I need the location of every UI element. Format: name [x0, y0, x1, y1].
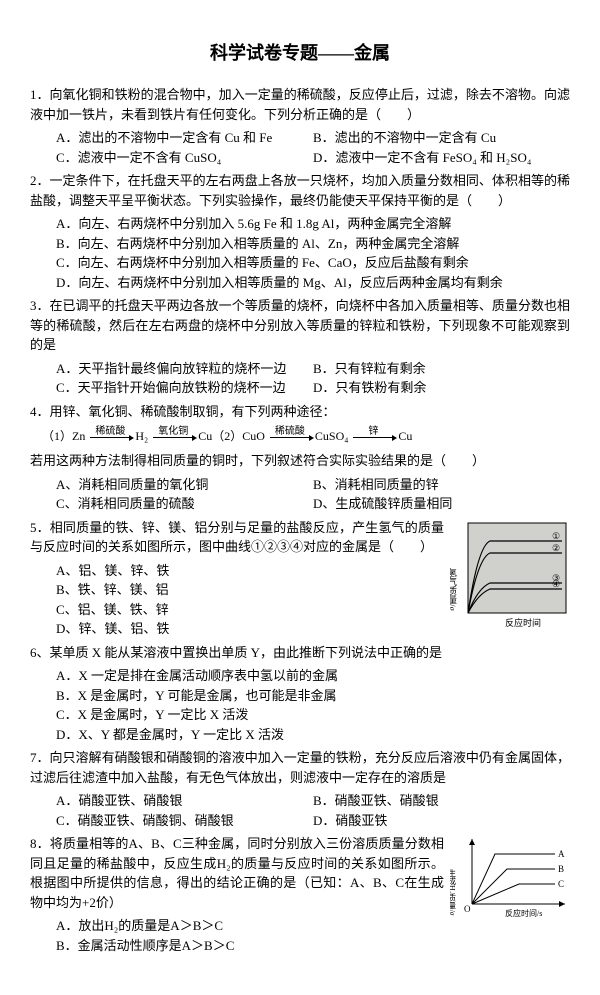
q2-d: D．向左、右两烧杯中分别加入相等质量的 Mg、Al，反应后两种金属均有剩余 — [56, 273, 570, 293]
q4-flow: （1）Zn 稀硫酸 H₂ 氧化铜 Cu（2）CuO 稀硫酸 CuSO₄ 锌 Cu — [42, 427, 570, 445]
q3-stem: 3．在已调平的托盘天平两边各放一个等质量的烧杯，向烧杯中各加入质量相等、质量分数… — [30, 296, 570, 355]
q4-a: A、消耗相同质量的氧化铜 — [56, 475, 313, 495]
q6-d: D．X、Y 都是金属时，Y 一定比 X 活泼 — [56, 725, 570, 745]
q8-chart: 生成H₂质量/g 反应时间/s O ABC — [450, 834, 570, 919]
flow-cu-cuo: Cu（2）CuO — [198, 429, 265, 443]
q6-stem: 6、某单质 X 能从某溶液中置换出单质 Y，由此推断下列说法中正确的是 — [30, 643, 570, 663]
q2-b: B．向左、右两烧杯中分别加入相等质量的 Al、Zn，两种金属完全溶解 — [56, 234, 570, 254]
q8-b: B．金属活动性顺序是A＞B＞C — [56, 936, 570, 956]
flow-lab1: 稀硫酸 — [90, 424, 130, 439]
q6-a: A．X 一定是排在金属活动顺序表中氢以前的金属 — [56, 666, 570, 686]
q3-d: D．只有铁粉有剩余 — [313, 378, 570, 398]
q1-c: C．滤液中一定不含有 CuSO₄ — [56, 148, 313, 168]
q3-c: C．天平指针开始偏向放铁粉的烧杯一边 — [56, 378, 313, 398]
q2-stem: 2．一定条件下，在托盘天平的左右两盘上各放一只烧杯，均加入质量分数相同、体积相等… — [30, 171, 570, 210]
flow-h2: H₂ — [135, 429, 148, 443]
q4-d: D、生成硫酸锌质量相同 — [313, 494, 570, 514]
flow-cuso4: CuSO₄ — [315, 429, 349, 443]
q4-b: B、消耗相同质量的锌 — [313, 475, 570, 495]
q1-d: D．滤液中一定不含有 FeSO₄ 和 H₂SO₄ — [313, 148, 570, 168]
q4-stem: 4．用锌、氧化铜、稀硫酸制取铜，有下列两种途径： — [30, 402, 570, 422]
svg-text:B: B — [558, 864, 564, 874]
q3-a: A．天平指针最终偏向放锌粒的烧杯一边 — [56, 359, 313, 379]
svg-text:①: ① — [552, 531, 560, 541]
svg-text:反应时间: 反应时间 — [505, 617, 541, 628]
q2-c: C．向左、右两烧杯中分别加入相等质量的 Fe、CaO，反应后盐酸有剩余 — [56, 253, 570, 273]
svg-text:O: O — [464, 904, 471, 914]
q7-d: D．硝酸亚铁 — [313, 811, 570, 831]
svg-text:反应时间/s: 反应时间/s — [505, 908, 542, 918]
q1-a: A．滤出的不溶物中一定含有 Cu 和 Fe — [56, 128, 313, 148]
q7-a: A．硝酸亚铁、硝酸银 — [56, 791, 313, 811]
q7-b: B．硝酸亚铁、硝酸银 — [313, 791, 570, 811]
q1-stem: 1．向氧化铜和铁粉的混合物中，加入一定量的稀硫酸，反应停止后，过滤，除去不溶物。… — [30, 85, 570, 124]
svg-text:④: ④ — [552, 579, 560, 589]
q1-b: B．滤出的不溶物中一定含有 Cu — [313, 128, 570, 148]
flow-cu: Cu — [398, 429, 412, 443]
q3-b: B．只有锌粒有剩余 — [313, 359, 570, 379]
q7-stem: 7．向只溶解有硝酸银和硝酸铜的溶液中加入一定量的铁粉，充分反应后溶液中仍有金属固… — [30, 748, 570, 787]
page-title: 科学试卷专题——金属 — [30, 40, 570, 67]
svg-text:生成H₂质量/g: 生成H₂质量/g — [450, 868, 457, 916]
q6-c: C．X 是金属时，Y 一定比 X 活泼 — [56, 705, 570, 725]
flow-lab3: 稀硫酸 — [270, 424, 310, 439]
flow-lab2: 氧化铜 — [153, 424, 193, 439]
q5-chart: 氢气质量/g反应时间①②③④ — [450, 518, 570, 628]
flow-lab4: 锌 — [353, 424, 393, 439]
q4-tail: 若用这两种方法制得相同质量的铜时，下列叙述符合实际实验结果的是（ ） — [30, 451, 570, 471]
q6-b: B．X 是金属时，Y 可能是金属，也可能是非金属 — [56, 686, 570, 706]
q7-c: C．硝酸亚铁、硝酸铜、硝酸银 — [56, 811, 313, 831]
flow-zn: （1）Zn — [42, 429, 85, 443]
svg-text:C: C — [558, 879, 564, 889]
svg-text:氢气质量/g: 氢气质量/g — [450, 566, 457, 611]
q2-a: A．向左、右两烧杯中分别加入 5.6g Fe 和 1.8g Al，两种金属完全溶… — [56, 214, 570, 234]
svg-text:②: ② — [552, 543, 560, 553]
q4-c: C、消耗相同质量的硫酸 — [56, 494, 313, 514]
svg-text:A: A — [558, 849, 565, 859]
